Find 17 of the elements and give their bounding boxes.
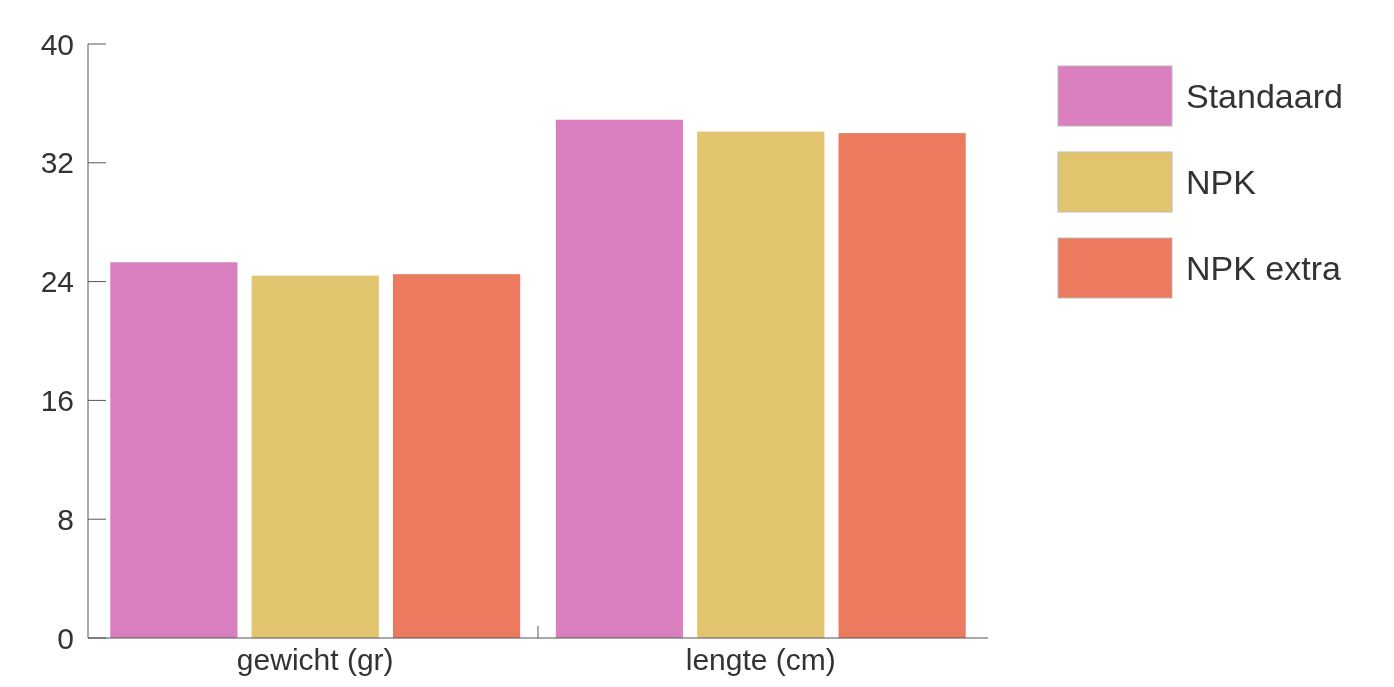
legend-label: NPK extra bbox=[1186, 248, 1342, 287]
y-tick-label: 24 bbox=[40, 265, 74, 299]
x-tick-label: lengte (cm) bbox=[685, 643, 836, 676]
y-tick-label: 8 bbox=[57, 502, 74, 536]
y-tick-label: 40 bbox=[40, 27, 74, 61]
y-tick-label: 16 bbox=[40, 383, 74, 417]
bar bbox=[392, 274, 521, 638]
bar bbox=[251, 275, 379, 638]
y-tick-label: 32 bbox=[40, 146, 74, 180]
bar bbox=[555, 119, 684, 638]
x-tick-label: gewicht (gr) bbox=[236, 643, 394, 676]
bar bbox=[697, 131, 825, 638]
legend-label: Standaard bbox=[1186, 76, 1343, 115]
bar bbox=[838, 133, 966, 638]
y-tick-label: 0 bbox=[57, 621, 74, 655]
legend-label: NPK bbox=[1186, 162, 1257, 201]
bar bbox=[110, 262, 238, 638]
